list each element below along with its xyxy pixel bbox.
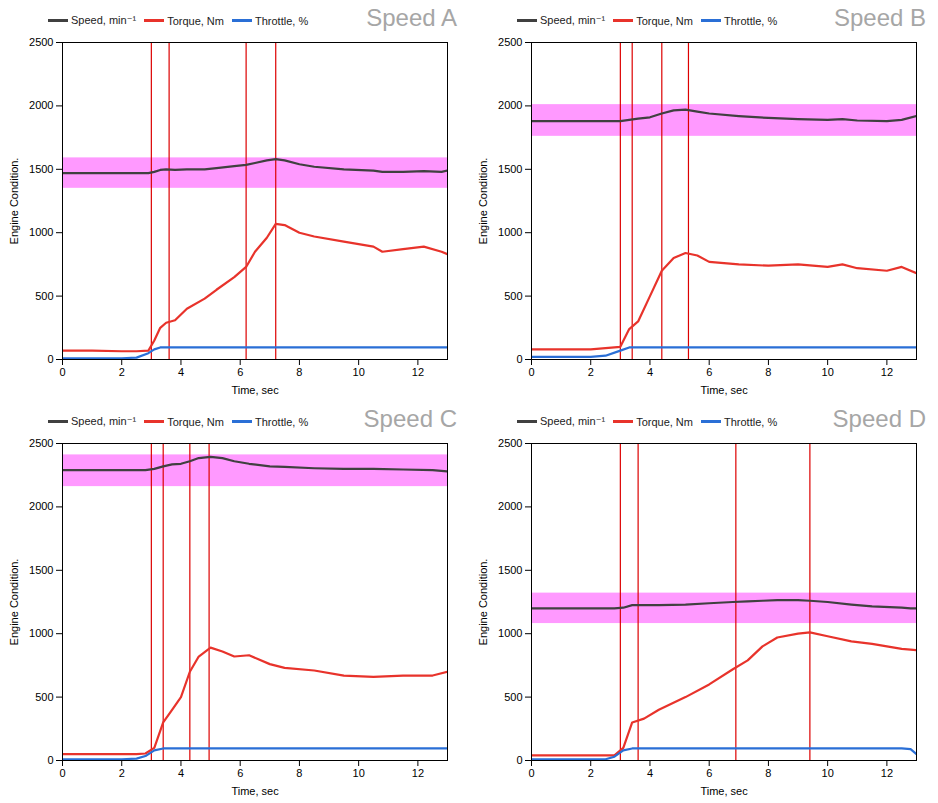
svg-text:1500: 1500 xyxy=(29,163,53,175)
html-text:Speed C: Speed C xyxy=(363,405,457,432)
html-text:Speed, min⁻¹: Speed, min⁻¹ xyxy=(540,415,606,427)
html-text:Speed, min⁻¹: Speed, min⁻¹ xyxy=(71,14,137,26)
html-text:Throttle, %: Throttle, % xyxy=(724,415,778,428)
svg-text:0: 0 xyxy=(47,353,53,365)
svg-text:500: 500 xyxy=(504,290,522,302)
svg-text:4: 4 xyxy=(647,767,653,779)
svg-text:0: 0 xyxy=(47,754,53,766)
svg-text:8: 8 xyxy=(296,366,302,378)
svg-text:2000: 2000 xyxy=(498,500,522,512)
html-text:Throttle, %: Throttle, % xyxy=(255,14,309,27)
html-text:Throttle, %: Throttle, % xyxy=(255,415,309,428)
svg-text:Time, sec: Time, sec xyxy=(231,384,279,396)
svg-text:10: 10 xyxy=(822,767,834,779)
svg-text:4: 4 xyxy=(647,366,653,378)
svg-text:4: 4 xyxy=(178,366,184,378)
svg-text:12: 12 xyxy=(412,366,424,378)
svg-text:2: 2 xyxy=(119,767,125,779)
svg-text:6: 6 xyxy=(237,767,243,779)
svg-text:1000: 1000 xyxy=(498,627,522,639)
svg-text:6: 6 xyxy=(706,767,712,779)
svg-text:6: 6 xyxy=(237,366,243,378)
svg-text:10: 10 xyxy=(353,767,365,779)
svg-text:8: 8 xyxy=(765,366,771,378)
svg-text:Engine Condition.: Engine Condition. xyxy=(477,158,489,245)
svg-text:Engine Condition.: Engine Condition. xyxy=(8,158,20,245)
svg-text:2: 2 xyxy=(588,366,594,378)
svg-text:0: 0 xyxy=(516,353,522,365)
svg-text:12: 12 xyxy=(412,767,424,779)
svg-text:1500: 1500 xyxy=(29,564,53,576)
html-text:Speed A: Speed A xyxy=(366,4,457,31)
html-text:Torque, Nm: Torque, Nm xyxy=(636,415,693,428)
svg-text:2000: 2000 xyxy=(498,99,522,111)
svg-text:1000: 1000 xyxy=(29,627,53,639)
svg-text:500: 500 xyxy=(35,691,53,703)
svg-text:Engine Condition.: Engine Condition. xyxy=(477,559,489,646)
html-text:Speed, min⁻¹: Speed, min⁻¹ xyxy=(540,14,606,26)
html-text:Torque, Nm: Torque, Nm xyxy=(636,14,693,27)
svg-text:10: 10 xyxy=(822,366,834,378)
svg-text:2000: 2000 xyxy=(29,500,53,512)
svg-text:0: 0 xyxy=(528,366,534,378)
svg-text:10: 10 xyxy=(353,366,365,378)
svg-text:1000: 1000 xyxy=(29,226,53,238)
svg-text:500: 500 xyxy=(504,691,522,703)
html-text:Speed, min⁻¹: Speed, min⁻¹ xyxy=(71,415,137,427)
svg-text:8: 8 xyxy=(296,767,302,779)
svg-text:Time, sec: Time, sec xyxy=(700,785,748,797)
svg-text:12: 12 xyxy=(881,767,893,779)
svg-text:0: 0 xyxy=(528,767,534,779)
svg-text:Time, sec: Time, sec xyxy=(700,384,748,396)
svg-text:6: 6 xyxy=(706,366,712,378)
svg-text:1500: 1500 xyxy=(498,163,522,175)
html-text:Speed B: Speed B xyxy=(833,4,926,31)
svg-text:Engine Condition.: Engine Condition. xyxy=(8,559,20,646)
svg-text:2: 2 xyxy=(119,366,125,378)
svg-text:0: 0 xyxy=(59,366,65,378)
svg-text:2500: 2500 xyxy=(498,437,522,449)
svg-text:2500: 2500 xyxy=(498,36,522,48)
svg-text:8: 8 xyxy=(765,767,771,779)
svg-text:0: 0 xyxy=(59,767,65,779)
svg-text:0: 0 xyxy=(516,754,522,766)
svg-text:4: 4 xyxy=(178,767,184,779)
html-text:Torque, Nm: Torque, Nm xyxy=(167,415,224,428)
svg-text:1000: 1000 xyxy=(498,226,522,238)
html-text:Throttle, %: Throttle, % xyxy=(724,14,778,27)
svg-text:2000: 2000 xyxy=(29,99,53,111)
svg-text:Time, sec: Time, sec xyxy=(231,785,279,797)
html-text:Speed D: Speed D xyxy=(832,405,926,432)
svg-text:1500: 1500 xyxy=(498,564,522,576)
svg-text:2: 2 xyxy=(588,767,594,779)
svg-text:500: 500 xyxy=(35,290,53,302)
svg-text:2500: 2500 xyxy=(29,437,53,449)
svg-text:2500: 2500 xyxy=(29,36,53,48)
svg-text:12: 12 xyxy=(881,366,893,378)
html-text:Torque, Nm: Torque, Nm xyxy=(167,14,224,27)
